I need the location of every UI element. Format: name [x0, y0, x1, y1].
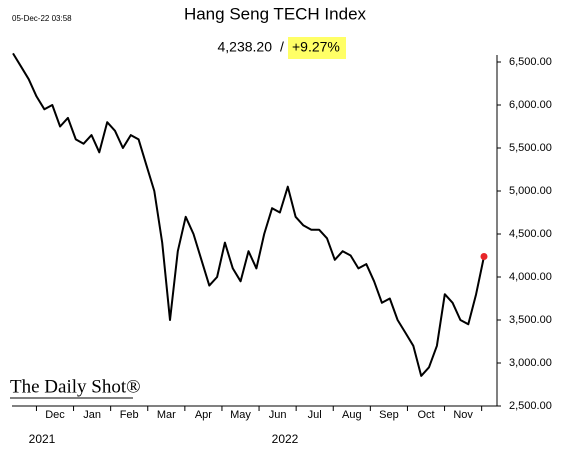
y-tick-label: 6,500.00 — [509, 56, 552, 68]
y-tick-label: 6,000.00 — [509, 99, 552, 111]
x-tick-label: Feb — [120, 409, 139, 421]
x-tick-label: Mar — [157, 409, 176, 421]
x-tick-label: Jul — [308, 409, 322, 421]
highlight — [288, 37, 346, 59]
x-tick-label: Jan — [83, 409, 101, 421]
y-tick-label: 4,000.00 — [509, 271, 552, 283]
x-tick-label: Nov — [453, 409, 473, 421]
subtitle-change: +9.27% — [292, 39, 340, 55]
year-label: 2022 — [272, 432, 299, 446]
x-tick-label: Aug — [342, 409, 362, 421]
source-logo: The Daily Shot® — [10, 376, 141, 397]
x-tick-label: Sep — [379, 409, 399, 421]
y-tick-label: 4,500.00 — [509, 228, 552, 240]
y-tick-label: 5,000.00 — [509, 185, 552, 197]
x-tick-label: Jun — [269, 409, 287, 421]
x-tick-label: Apr — [195, 409, 212, 421]
x-tick-label: May — [230, 409, 251, 421]
y-tick-label: 3,500.00 — [509, 314, 552, 326]
last-point — [480, 253, 488, 261]
x-tick-label: Oct — [417, 409, 434, 421]
y-tick-label: 2,500.00 — [509, 400, 552, 412]
year-label: 2021 — [29, 432, 56, 446]
y-tick-label: 3,000.00 — [509, 357, 552, 369]
chart-title: Hang Seng TECH Index — [184, 4, 367, 23]
subtitle-value: 4,238.20 — [218, 39, 273, 55]
y-tick-label: 5,500.00 — [509, 142, 552, 154]
timestamp: 05-Dec-22 03:58 — [12, 14, 72, 23]
x-tick-label: Dec — [45, 409, 65, 421]
subtitle-separator: / — [280, 39, 284, 55]
price-line — [12, 52, 485, 377]
